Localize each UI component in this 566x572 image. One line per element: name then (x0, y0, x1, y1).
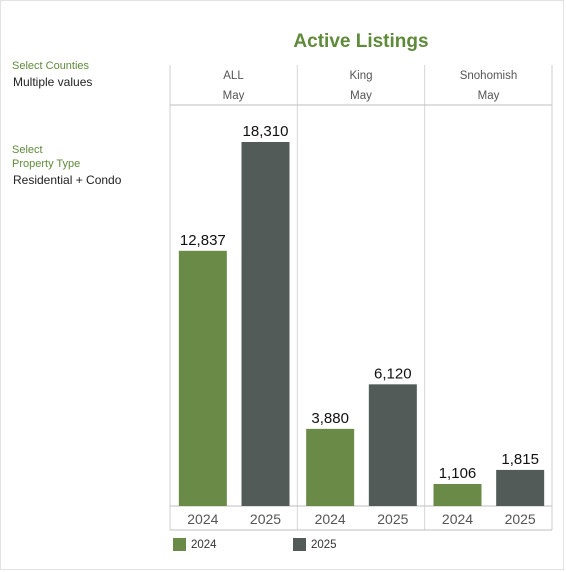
counties-filter-label: Select Counties (12, 60, 90, 72)
x-tick-label: 2024 (315, 511, 346, 527)
panel-month-label: May (477, 90, 500, 102)
bar-snohomish-2025 (496, 469, 545, 506)
panel-county-label: King (349, 70, 373, 82)
panel-county-label: Snohomish (459, 70, 518, 82)
bar-snohomish-2024 (433, 484, 482, 506)
x-tick-label: 2024 (442, 511, 473, 527)
property-filter-label-line2: Property Type (12, 158, 81, 170)
panel-header-snohomish: Snohomish May (425, 65, 552, 105)
x-tick-label: 2025 (505, 511, 536, 527)
panel-header-king: King May (297, 65, 425, 105)
bar-value-label: 6,120 (374, 365, 412, 382)
property-filter-label-line1: Select (12, 144, 43, 156)
bar-all-2025 (241, 142, 290, 506)
bar-all-2024 (178, 250, 227, 506)
bar-value-label: 12,837 (180, 232, 226, 249)
bar-king-2025 (368, 384, 417, 506)
bar-value-label: 3,880 (311, 410, 349, 427)
panel-month-label: May (222, 90, 245, 102)
property-filter-value[interactable]: Residential + Condo (13, 173, 122, 187)
legend-label-2024: 2024 (191, 539, 217, 551)
bar-king-2024 (306, 428, 355, 506)
panel-county-label: ALL (223, 70, 244, 82)
x-tick-label: 2024 (187, 511, 218, 527)
bar-value-label: 18,310 (243, 123, 289, 140)
counties-filter-value[interactable]: Multiple values (13, 75, 93, 89)
panel-month-label: May (350, 90, 372, 102)
legend-swatch-2024 (173, 538, 186, 551)
legend-swatch-2025 (293, 538, 306, 551)
bar-value-label: 1,815 (501, 451, 539, 468)
bar-value-label: 1,106 (439, 465, 477, 482)
x-tick-label: 2025 (377, 511, 408, 527)
x-tick-label: 2025 (250, 511, 281, 527)
chart-title: Active Listings (293, 31, 429, 52)
panel-header-all: ALL May (170, 65, 297, 105)
legend-label-2025: 2025 (311, 539, 337, 551)
